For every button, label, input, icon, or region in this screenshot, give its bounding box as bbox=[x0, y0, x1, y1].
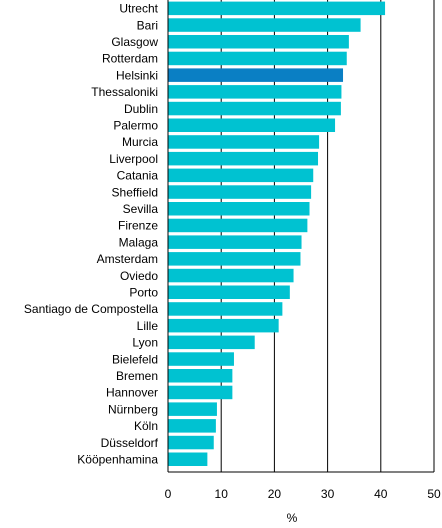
bar-helsinki bbox=[168, 68, 344, 82]
category-label-oviedo: Oviedo bbox=[120, 269, 158, 283]
x-tick-label-40: 40 bbox=[374, 487, 388, 501]
category-label-bielefeld: Bielefeld bbox=[112, 352, 158, 366]
bars bbox=[168, 1, 386, 466]
category-label-dublin: Dublin bbox=[124, 102, 158, 116]
x-tick-label-0: 0 bbox=[165, 487, 172, 501]
bar-oviedo bbox=[168, 268, 294, 283]
x-axis-title: % bbox=[287, 511, 298, 525]
x-tick-labels: 0 10 20 30 40 50 bbox=[165, 487, 441, 501]
category-label-santiago-de-compostella: Santiago de Compostella bbox=[24, 302, 158, 316]
bar-glasgow bbox=[168, 35, 349, 49]
category-label-bremen: Bremen bbox=[116, 369, 158, 383]
bar-palermo bbox=[168, 118, 336, 132]
x-tick-label-30: 30 bbox=[321, 487, 335, 501]
category-label-thessaloniki: Thessaloniki bbox=[91, 85, 158, 99]
bar-catania bbox=[168, 168, 314, 183]
category-label-palermo: Palermo bbox=[113, 118, 158, 132]
category-label-bari: Bari bbox=[137, 18, 158, 32]
category-label-glasgow: Glasgow bbox=[111, 35, 158, 49]
bar-rotterdam bbox=[168, 51, 347, 66]
category-label-sheffield: Sheffield bbox=[112, 185, 158, 199]
category-label-firenze: Firenze bbox=[118, 219, 158, 233]
bar-nurnberg bbox=[168, 402, 217, 416]
bar-malaga bbox=[168, 235, 302, 249]
bar-thessaloniki bbox=[168, 85, 342, 99]
category-label-lyon: Lyon bbox=[132, 336, 158, 350]
category-label-sevilla: Sevilla bbox=[123, 202, 159, 216]
category-label-rotterdam: Rotterdam bbox=[102, 52, 158, 66]
category-label-hannover: Hannover bbox=[106, 386, 158, 400]
bar-sevilla bbox=[168, 202, 310, 216]
bar-koln bbox=[168, 419, 216, 433]
category-label-liverpool: Liverpool bbox=[109, 152, 158, 166]
category-label-amsterdam: Amsterdam bbox=[97, 252, 158, 266]
bar-santiago-de-compostella bbox=[168, 302, 283, 316]
bar-lyon bbox=[168, 335, 255, 350]
category-label-murcia: Murcia bbox=[122, 135, 158, 149]
category-label-lille: Lille bbox=[137, 319, 159, 333]
bar-bari bbox=[168, 18, 361, 32]
category-label-nurnberg: Nürnberg bbox=[108, 402, 158, 416]
bar-utrecht bbox=[168, 1, 386, 16]
category-label-koln: Köln bbox=[134, 419, 158, 433]
bar-firenze bbox=[168, 218, 308, 233]
bar-koopenhamina bbox=[168, 452, 208, 466]
category-label-dusseldorf: Düsseldorf bbox=[101, 436, 159, 450]
bar-bremen bbox=[168, 369, 233, 383]
category-label-catania: Catania bbox=[117, 169, 159, 183]
bar-dublin bbox=[168, 101, 341, 116]
bar-amsterdam bbox=[168, 252, 301, 266]
x-tick-label-10: 10 bbox=[215, 487, 229, 501]
bar-porto bbox=[168, 285, 290, 299]
x-tick-label-20: 20 bbox=[268, 487, 282, 501]
bar-murcia bbox=[168, 135, 320, 149]
axes bbox=[167, 0, 434, 473]
category-labels: Utrecht Bari Glasgow Rotterdam Helsinki Thess… bbox=[24, 2, 159, 467]
bar-liverpool bbox=[168, 151, 319, 166]
category-label-utrecht: Utrecht bbox=[119, 2, 158, 16]
bar-dusseldorf bbox=[168, 435, 214, 450]
category-label-malaga: Malaga bbox=[119, 235, 159, 249]
category-label-koopenhamina: Kööpenhamina bbox=[77, 452, 158, 466]
category-label-porto: Porto bbox=[129, 285, 158, 299]
bar-lille bbox=[168, 318, 279, 333]
x-tick-label-50: 50 bbox=[427, 487, 441, 501]
bar-bielefeld bbox=[168, 352, 234, 366]
category-label-helsinki: Helsinki bbox=[116, 68, 158, 82]
bar-sheffield bbox=[168, 185, 312, 199]
bar-hannover bbox=[168, 385, 233, 400]
